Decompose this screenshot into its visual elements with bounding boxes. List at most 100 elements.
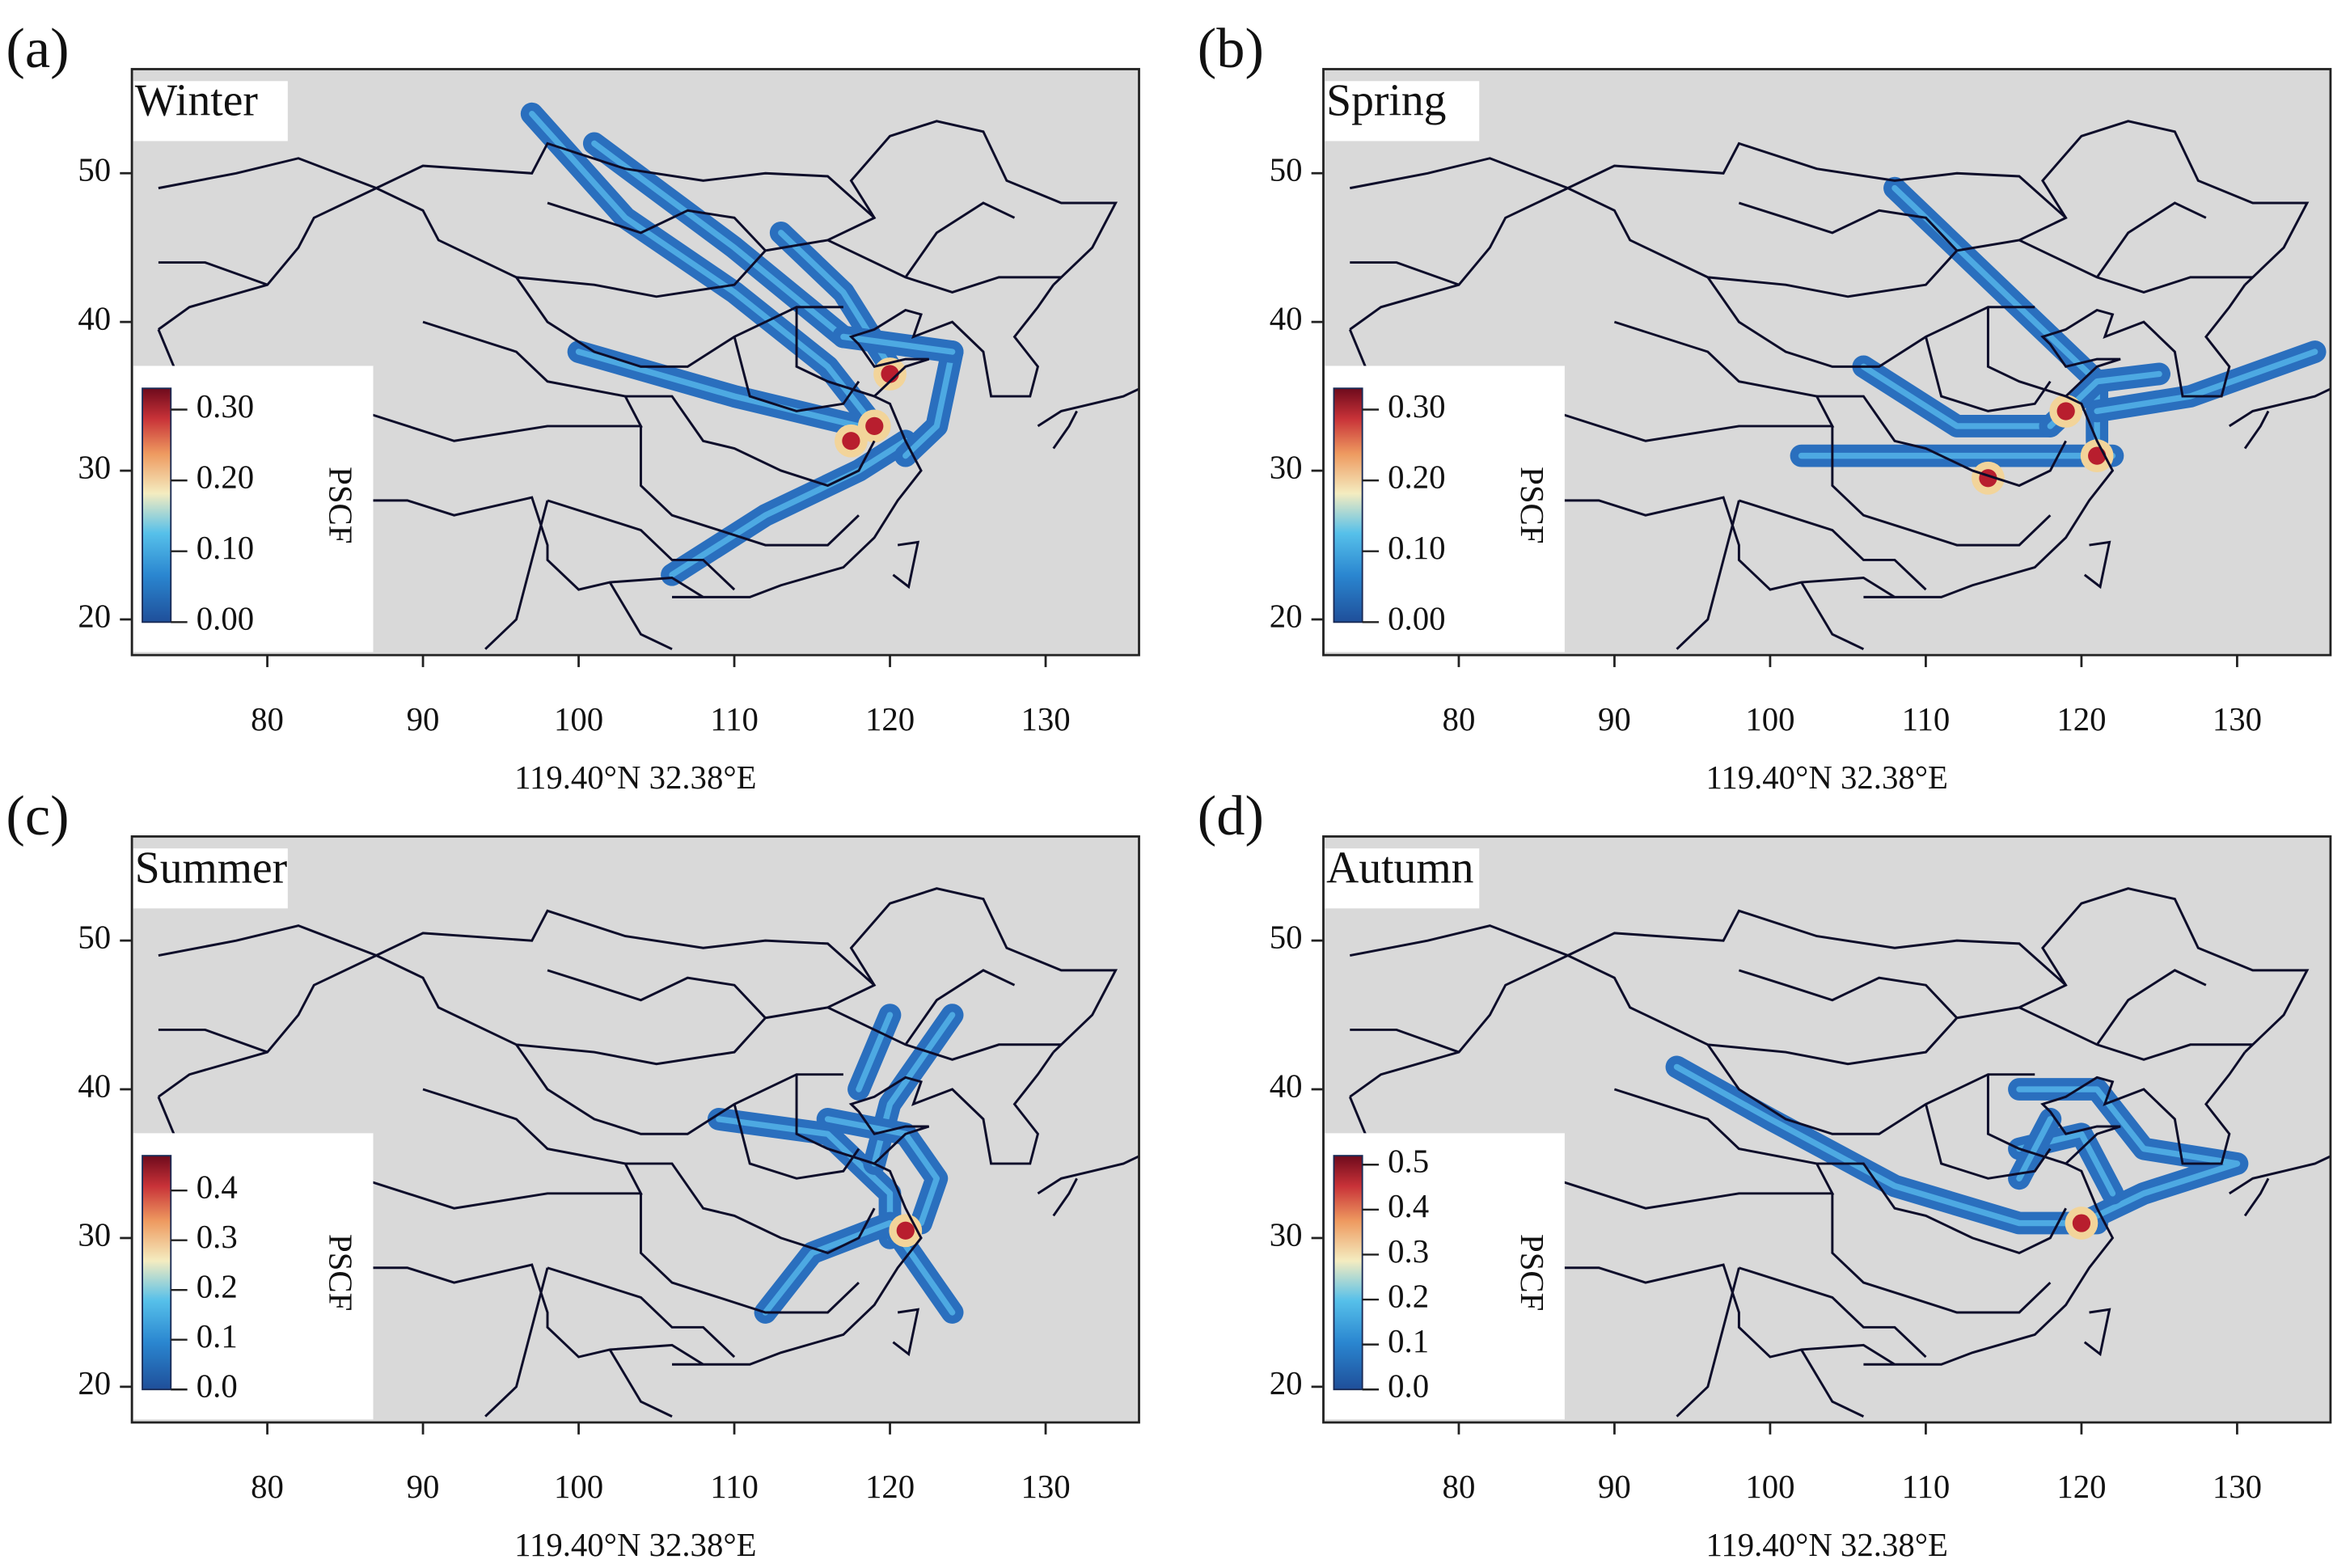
- border: [1037, 1155, 1139, 1195]
- colorbar-tick-label: 0.10: [1388, 530, 1445, 566]
- border: [158, 887, 1118, 1098]
- border: [625, 395, 876, 488]
- border: [1925, 336, 2052, 412]
- panel-label: (b): [1198, 17, 1264, 80]
- y-tick-label: 30: [1270, 1216, 1303, 1253]
- plot-frame: [1322, 68, 2332, 657]
- map-content: [157, 102, 1139, 651]
- border: [608, 1349, 673, 1418]
- panel: 80 90 100 110 120 130 20 30 40 50 (a) Winter 119.40°…: [6, 17, 1140, 796]
- border: [904, 969, 1016, 1046]
- panel: 80 90 100 110 120 130 20 30 40 50 (b) Spring 119.40°…: [1198, 17, 2332, 796]
- y-tick-label: 30: [1270, 449, 1303, 485]
- colorbar-tick-label: 0.10: [197, 530, 254, 566]
- border: [1863, 284, 2246, 598]
- x-tick-label: 130: [1021, 701, 1070, 738]
- y-tick-label: 20: [78, 598, 111, 634]
- border: [625, 1162, 876, 1254]
- colorbar-tick-label: 0.00: [197, 601, 254, 637]
- colorbar-tick-label: 0.20: [197, 459, 254, 495]
- border: [515, 1043, 843, 1135]
- x-axis-label: 119.40°N 32.38°E: [1705, 1527, 1947, 1563]
- colorbar-title: PSCF: [1514, 467, 1550, 543]
- colorbar-tick-label: 0.2: [197, 1269, 238, 1305]
- border: [892, 1308, 920, 1357]
- border: [1925, 1103, 2052, 1180]
- border: [1350, 924, 1569, 957]
- plume-core: [2016, 1086, 2241, 1227]
- x-tick-label: 120: [2056, 701, 2106, 738]
- x-tick-label: 110: [1902, 1469, 1951, 1505]
- border: [672, 284, 1055, 598]
- border: [1676, 1267, 1740, 1418]
- border: [2095, 201, 2207, 278]
- plot-frame: [130, 68, 1140, 657]
- y-tick-label: 20: [1270, 1365, 1303, 1401]
- border: [158, 157, 377, 190]
- season-label: Summer: [135, 843, 288, 894]
- colorbar-tick-label: 0.1: [197, 1318, 238, 1355]
- border: [2018, 239, 2253, 294]
- border: [795, 1074, 875, 1165]
- border: [1676, 500, 1740, 650]
- y-tick-label: 40: [78, 1067, 111, 1104]
- x-tick-label: 120: [865, 1469, 915, 1505]
- border: [1037, 387, 1139, 428]
- border: [1350, 157, 1569, 190]
- border: [375, 142, 876, 219]
- x-tick-label: 110: [710, 701, 759, 738]
- border: [158, 1028, 268, 1054]
- colorbar-tick-label: 0.0: [1388, 1368, 1429, 1405]
- plume-core: [856, 1012, 894, 1093]
- plume-core: [762, 1219, 956, 1316]
- border: [2083, 1308, 2111, 1357]
- colorbar-tick-label: 0.00: [1388, 601, 1445, 637]
- y-tick-label: 50: [78, 152, 111, 188]
- border: [1567, 142, 2067, 219]
- border: [1738, 201, 1958, 251]
- x-tick-label: 100: [554, 701, 603, 738]
- plume-core: [2016, 1116, 2054, 1181]
- y-tick-label: 40: [1270, 1067, 1303, 1104]
- border: [672, 1051, 1055, 1366]
- colorbar-tick-label: 0.5: [1388, 1143, 1429, 1180]
- border: [1800, 1349, 1865, 1418]
- season-box: [133, 848, 288, 909]
- y-tick-label: 30: [78, 1216, 111, 1253]
- border: [1052, 1177, 1078, 1217]
- border: [375, 909, 876, 987]
- x-tick-label: 80: [1443, 701, 1476, 738]
- border: [547, 1266, 736, 1359]
- border: [1831, 1193, 2052, 1314]
- plume-core: [871, 1012, 956, 1167]
- x-tick-label: 80: [251, 701, 284, 738]
- x-tick-label: 100: [1745, 1469, 1794, 1505]
- border: [158, 924, 377, 957]
- season-label: Spring: [1326, 76, 1446, 126]
- x-axis-label: 119.40°N 32.38°E: [1705, 759, 1947, 796]
- border: [795, 306, 875, 398]
- colorbar-tick-label: 0.30: [1388, 388, 1445, 425]
- border: [1567, 909, 2067, 987]
- border: [1706, 1043, 2035, 1135]
- colorbar-tick-label: 0.0: [197, 1368, 238, 1405]
- plume-core: [669, 437, 909, 578]
- colorbar-title: PSCF: [323, 1234, 359, 1311]
- colorbar-tick-label: 0.2: [1388, 1278, 1429, 1314]
- border: [2243, 410, 2270, 450]
- colorbar-tick-label: 0.30: [197, 388, 254, 425]
- season-label: Autumn: [1326, 843, 1473, 894]
- border: [484, 1267, 549, 1418]
- border: [1831, 425, 2052, 547]
- panel-label: (a): [6, 17, 69, 80]
- colorbar: [142, 1155, 172, 1391]
- border: [733, 336, 860, 412]
- plot-frame: [1322, 835, 2332, 1424]
- x-tick-label: 90: [407, 1469, 440, 1505]
- border: [639, 425, 860, 547]
- colorbar-box: [1325, 1133, 1565, 1420]
- panel: 80 90 100 110 120 130 20 30 40 50 (d) Autumn 119.40°…: [1198, 784, 2332, 1563]
- hotspot: [865, 416, 884, 435]
- plume-core: [902, 349, 956, 459]
